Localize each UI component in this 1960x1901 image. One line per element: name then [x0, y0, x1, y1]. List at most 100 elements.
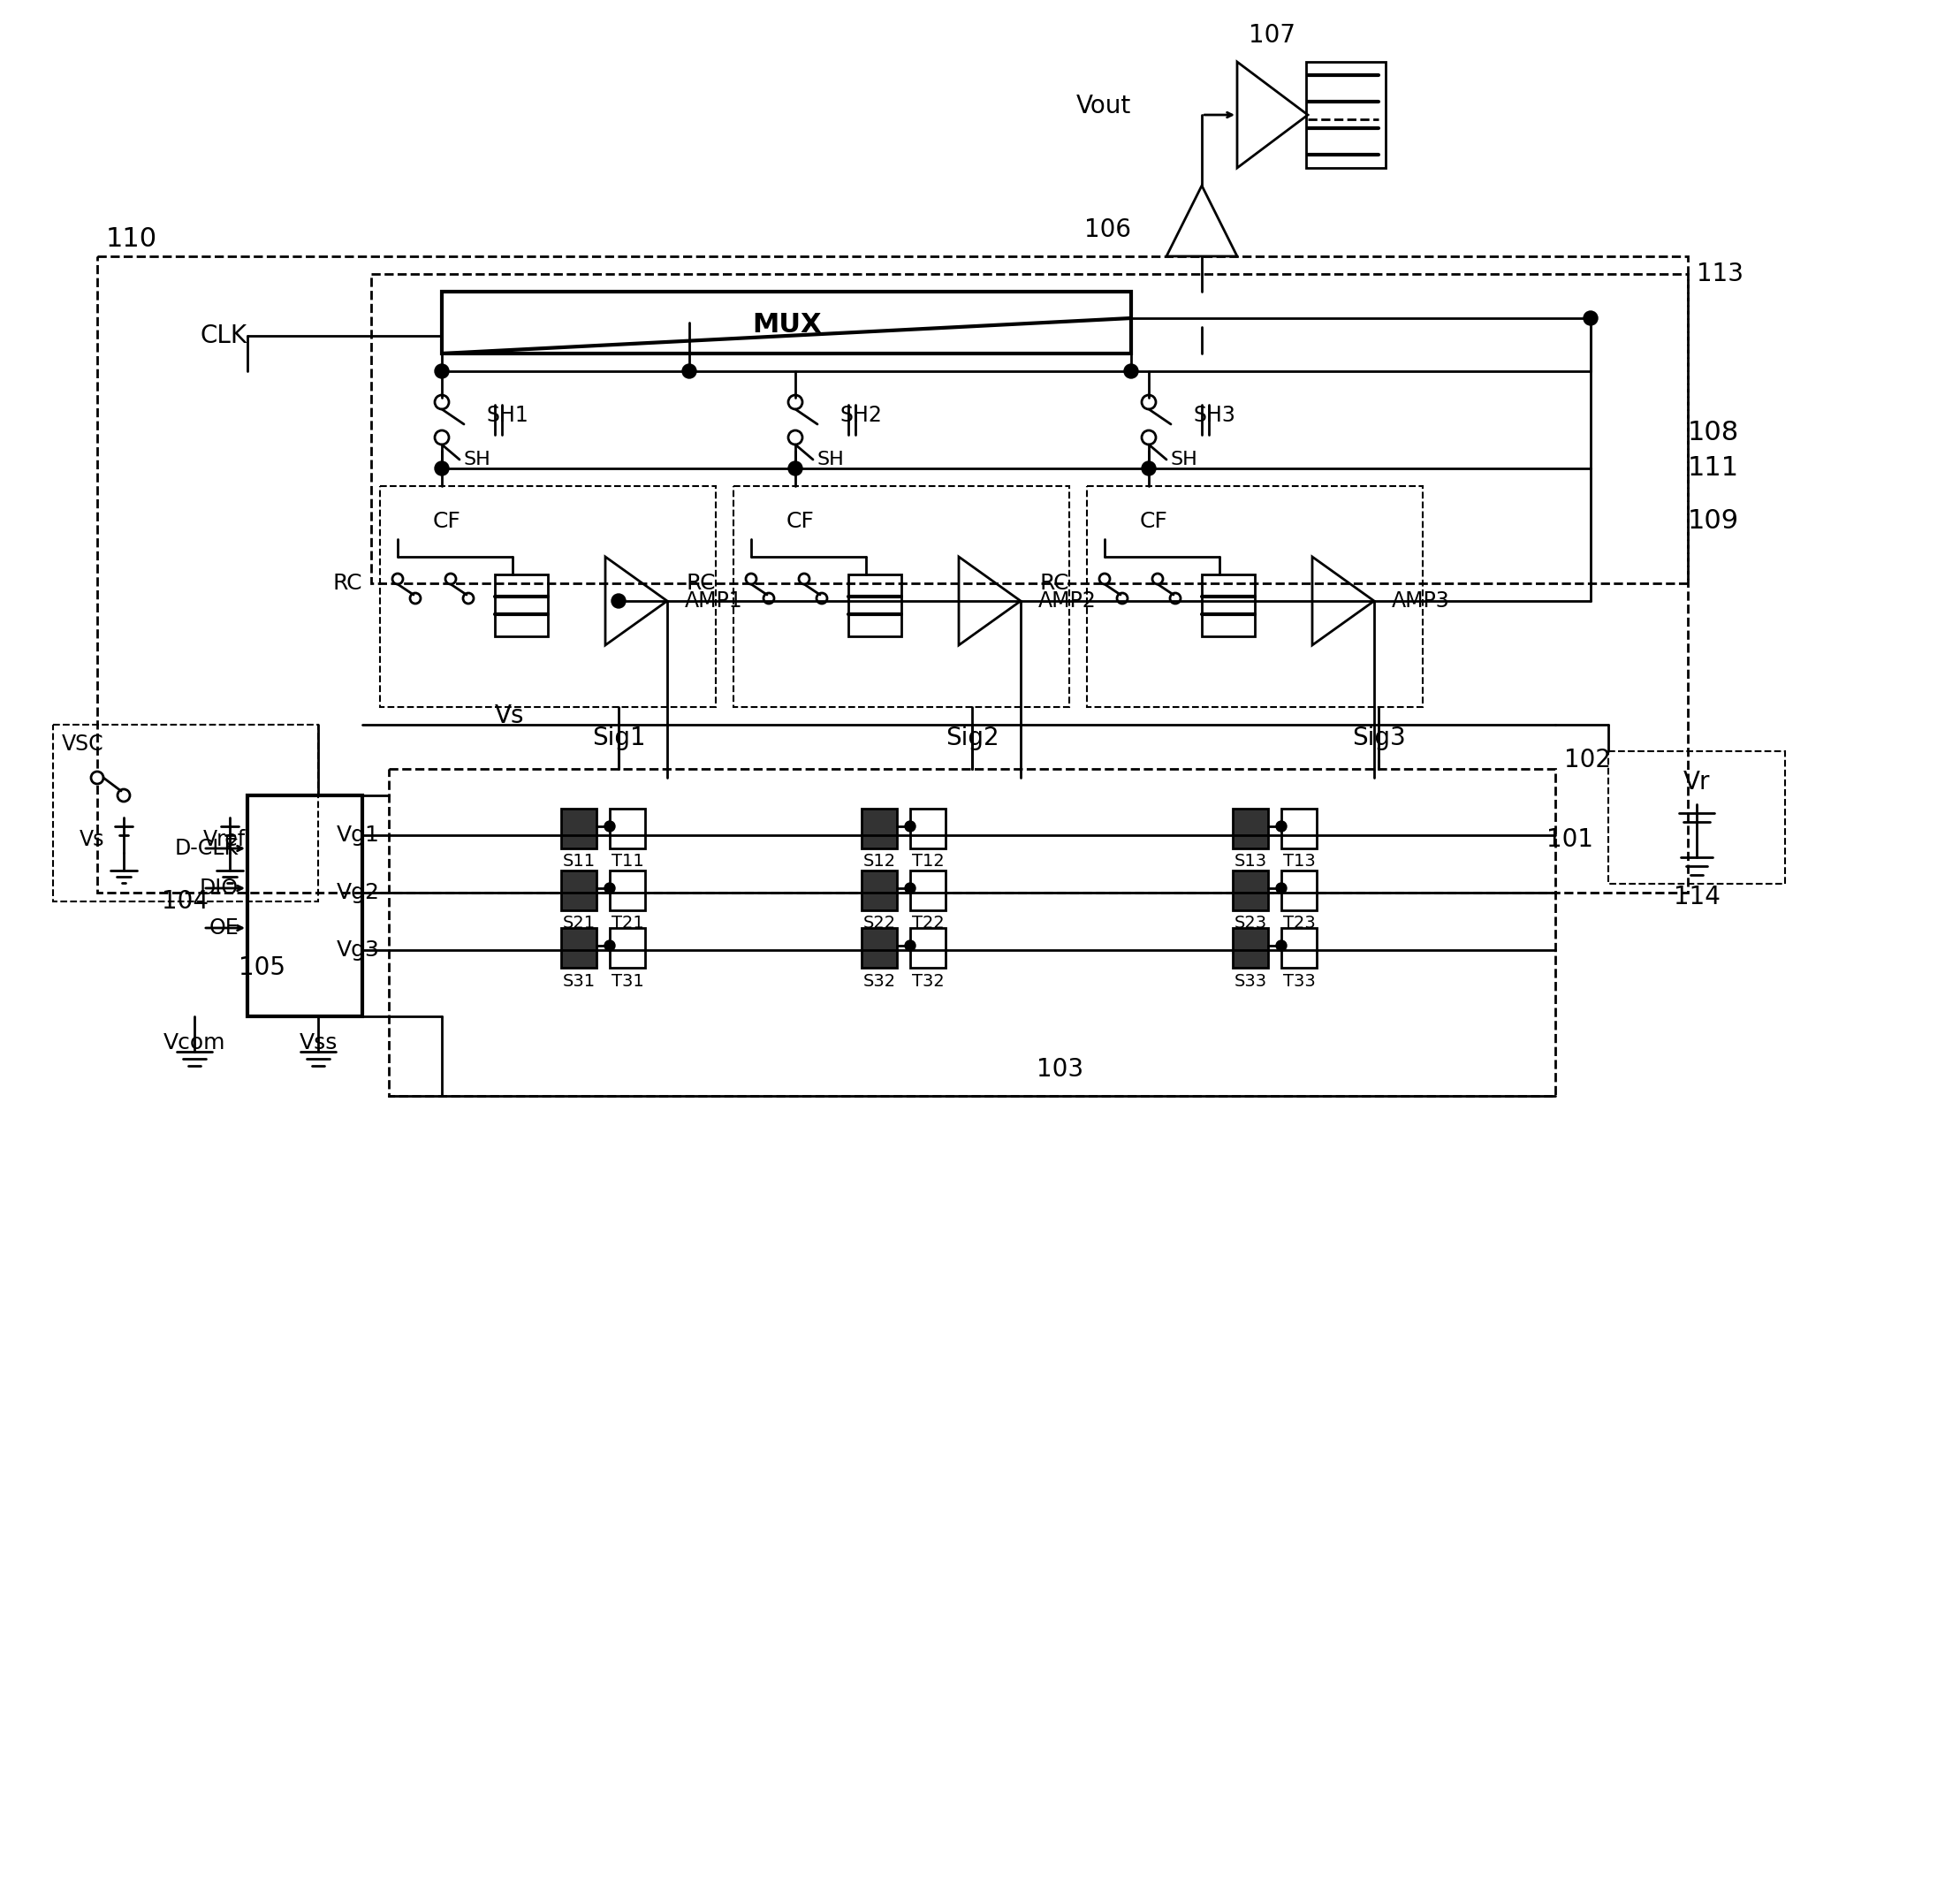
Text: Sig3: Sig3	[1352, 726, 1405, 751]
Bar	[1305, 63, 1386, 167]
Circle shape	[612, 593, 625, 608]
Text: AMP1: AMP1	[684, 591, 743, 612]
Circle shape	[764, 593, 774, 605]
Text: S32: S32	[862, 973, 896, 989]
Text: S22: S22	[862, 914, 896, 931]
Bar	[494, 574, 549, 637]
Text: SH: SH	[817, 451, 845, 468]
Bar	[1609, 751, 1786, 884]
Circle shape	[1152, 574, 1162, 584]
Circle shape	[1276, 821, 1286, 831]
Circle shape	[1123, 365, 1139, 378]
Bar	[1233, 871, 1268, 911]
Bar	[1282, 808, 1317, 848]
Bar	[561, 928, 596, 968]
Circle shape	[445, 574, 457, 584]
Circle shape	[747, 574, 757, 584]
Circle shape	[1584, 312, 1597, 325]
Text: Vs: Vs	[494, 703, 525, 728]
Text: 101: 101	[1546, 827, 1593, 852]
Text: SH2: SH2	[839, 405, 882, 426]
Text: RC: RC	[686, 572, 715, 593]
Circle shape	[1276, 882, 1286, 893]
Bar	[610, 808, 645, 848]
Text: 108: 108	[1688, 420, 1739, 447]
Circle shape	[1143, 462, 1156, 475]
Text: 107: 107	[1249, 23, 1296, 48]
Bar	[53, 724, 318, 901]
Circle shape	[435, 430, 449, 445]
Text: T23: T23	[1282, 914, 1315, 931]
Circle shape	[604, 821, 615, 831]
Circle shape	[1276, 941, 1286, 950]
Text: Vs: Vs	[80, 829, 104, 850]
Text: S11: S11	[563, 854, 596, 871]
Text: S23: S23	[1235, 914, 1266, 931]
Circle shape	[800, 574, 809, 584]
Circle shape	[906, 882, 915, 893]
Text: MUX: MUX	[753, 312, 821, 338]
Text: 113: 113	[1697, 262, 1744, 287]
Bar	[561, 808, 596, 848]
Text: CF: CF	[1141, 511, 1168, 532]
Circle shape	[435, 365, 449, 378]
Bar	[862, 928, 898, 968]
Circle shape	[435, 395, 449, 409]
Bar	[370, 274, 1688, 584]
Text: S31: S31	[563, 973, 596, 989]
Circle shape	[788, 395, 802, 409]
Bar	[380, 487, 715, 707]
Bar	[388, 768, 1556, 1095]
Circle shape	[463, 593, 474, 605]
Text: RC: RC	[333, 572, 363, 593]
Bar	[98, 257, 1688, 893]
Text: Sig2: Sig2	[945, 726, 1000, 751]
Circle shape	[392, 574, 404, 584]
Text: T21: T21	[612, 914, 643, 931]
Text: CF: CF	[433, 511, 461, 532]
Circle shape	[90, 772, 104, 783]
Text: S21: S21	[563, 914, 596, 931]
Text: Sig1: Sig1	[592, 726, 645, 751]
Bar	[909, 808, 945, 848]
Bar	[1088, 487, 1423, 707]
Text: AMP3: AMP3	[1392, 591, 1450, 612]
Text: Vr: Vr	[1684, 770, 1711, 795]
Text: Vss: Vss	[300, 1032, 337, 1053]
Circle shape	[1170, 593, 1180, 605]
Bar	[909, 871, 945, 911]
Text: SH: SH	[465, 451, 492, 468]
Circle shape	[410, 593, 421, 605]
Bar	[909, 928, 945, 968]
Circle shape	[906, 821, 915, 831]
Bar	[862, 808, 898, 848]
Text: T33: T33	[1282, 973, 1315, 989]
Circle shape	[1143, 430, 1156, 445]
Bar	[849, 574, 902, 637]
Bar	[733, 487, 1070, 707]
Text: 106: 106	[1084, 217, 1131, 241]
Bar	[1282, 928, 1317, 968]
Bar	[441, 291, 1131, 354]
Text: 114: 114	[1674, 884, 1721, 909]
Text: S33: S33	[1235, 973, 1266, 989]
Text: AMP2: AMP2	[1039, 591, 1096, 612]
Text: T13: T13	[1282, 854, 1315, 871]
Circle shape	[1143, 395, 1156, 409]
Text: 104: 104	[163, 890, 210, 914]
Bar	[1233, 808, 1268, 848]
Circle shape	[604, 882, 615, 893]
Circle shape	[788, 430, 802, 445]
Text: T32: T32	[911, 973, 945, 989]
Circle shape	[604, 941, 615, 950]
Text: S13: S13	[1235, 854, 1266, 871]
Circle shape	[788, 462, 802, 475]
Bar	[610, 928, 645, 968]
Text: SH3: SH3	[1194, 405, 1235, 426]
Circle shape	[682, 365, 696, 378]
Circle shape	[435, 462, 449, 475]
Circle shape	[1100, 574, 1109, 584]
Text: Vout: Vout	[1076, 93, 1131, 118]
Text: Vg3: Vg3	[337, 939, 380, 960]
Text: 102: 102	[1564, 747, 1611, 772]
